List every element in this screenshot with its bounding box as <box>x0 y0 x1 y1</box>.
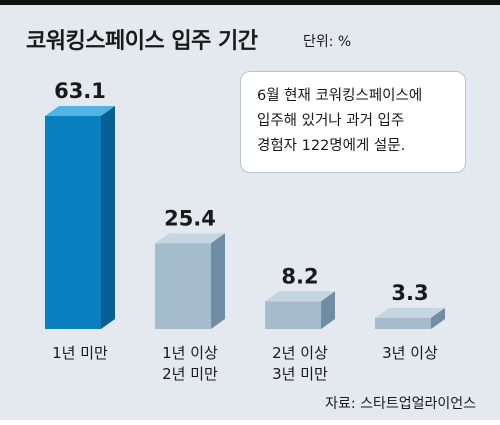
category-label: 2년 미만 <box>162 365 218 383</box>
value-label: 25.4 <box>164 206 216 230</box>
bar-chart: 63.1 1년 미만 25.4 1년 이상 2년 미만 8.2 2년 이상 3년 미만 3.3 3… <box>45 79 445 383</box>
bar-4-front <box>375 317 431 329</box>
bar-4-side <box>431 307 445 329</box>
bar-1-top <box>45 106 115 116</box>
bar-4-top <box>375 307 445 318</box>
note-line-3: 경험자 122명에게 설문. <box>257 138 406 154</box>
value-label: 3.3 <box>391 281 428 305</box>
category-label: 3년 이상 <box>382 344 438 362</box>
bar-2-front <box>155 243 211 329</box>
bar-2-top <box>155 233 225 244</box>
category-label: 1년 이상 <box>162 344 218 362</box>
bar-1-front <box>45 116 101 329</box>
value-label: 8.2 <box>281 264 318 288</box>
unit-label: 단위: % <box>303 34 352 50</box>
chart-title: 코워킹스페이스 입주 기간 <box>26 29 258 54</box>
bar-3-top <box>265 291 335 302</box>
category-label: 2년 이상 <box>272 344 328 362</box>
bar-1-side <box>101 106 115 329</box>
note-line-2: 입주해 있거나 과거 입주 <box>257 113 405 129</box>
survey-note: 6월 현재 코워킹스페이스에 입주해 있거나 과거 입주 경험자 122명에게 … <box>240 71 466 173</box>
category-label: 3년 미만 <box>272 365 328 383</box>
category-label: 1년 미만 <box>52 344 108 362</box>
value-label: 63.1 <box>54 79 106 103</box>
source-label: 자료: 스타트업얼라이언스 <box>325 396 476 412</box>
note-line-1: 6월 현재 코워킹스페이스에 <box>257 88 423 104</box>
bar-3-side <box>321 291 335 329</box>
bar-2-side <box>211 233 225 329</box>
bar-3-front <box>265 301 321 329</box>
